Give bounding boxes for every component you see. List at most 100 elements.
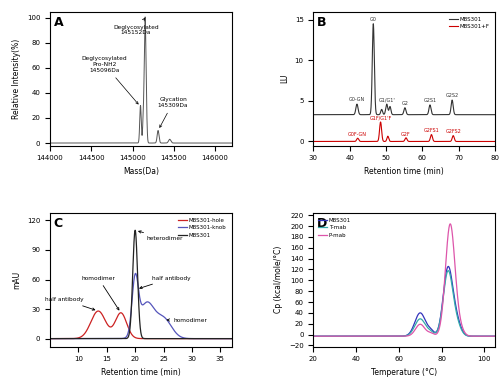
MBS301-hole: [47, 336, 53, 341]
P-mab: [310, 334, 316, 338]
MBS301: [460, 329, 466, 333]
MBS301: [228, 336, 234, 341]
Line: P-mab: P-mab: [314, 224, 495, 336]
Text: G0: G0: [370, 17, 376, 22]
P-mab: [447, 221, 453, 226]
MBS301-hole: [156, 336, 162, 341]
MBS301: [370, 22, 376, 26]
X-axis label: Mass(Da): Mass(Da): [123, 167, 159, 176]
P-mab: [446, 226, 452, 231]
MBS301-hole: [96, 309, 102, 313]
MBS301-knob: [47, 336, 53, 341]
MBS301+F: [320, 139, 326, 144]
Text: G0F-GN: G0F-GN: [348, 132, 367, 137]
MBS301: [116, 336, 122, 341]
MBS301-hole: [116, 311, 122, 316]
Legend: MBS301, T-mab, P-mab: MBS301, T-mab, P-mab: [316, 215, 354, 240]
P-mab: [460, 326, 466, 330]
MBS301: [492, 112, 498, 117]
T-mab: [446, 269, 452, 273]
Text: homodimer: homodimer: [167, 318, 207, 323]
Line: MBS301-knob: MBS301-knob: [50, 273, 232, 339]
MBS301: [446, 264, 452, 269]
P-mab: [492, 334, 498, 338]
Y-axis label: LU: LU: [280, 74, 289, 83]
T-mab: [380, 334, 386, 338]
Line: MBS301-hole: MBS301-hole: [50, 311, 232, 339]
MBS301+F: [426, 139, 432, 144]
Text: C: C: [54, 216, 63, 229]
MBS301: [310, 334, 316, 338]
Text: G2S1: G2S1: [424, 98, 436, 103]
P-mab: [344, 334, 349, 338]
MBS301: [320, 112, 326, 117]
MBS301: [426, 107, 432, 112]
MBS301-hole: [228, 336, 234, 341]
T-mab: [445, 268, 451, 273]
MBS301-knob: [228, 336, 234, 341]
MBS301-knob: [80, 336, 86, 341]
MBS301: [132, 228, 138, 233]
T-mab: [428, 329, 434, 333]
MBS301-hole: [165, 336, 171, 341]
Y-axis label: Relative Intensity(%): Relative Intensity(%): [12, 38, 21, 119]
MBS301: [446, 264, 452, 269]
Text: Deglycosylated
145152Da: Deglycosylated 145152Da: [113, 18, 158, 35]
Text: Glycation
145309Da: Glycation 145309Da: [158, 97, 188, 127]
MBS301: [47, 336, 53, 341]
Y-axis label: mAU: mAU: [12, 270, 22, 289]
T-mab: [344, 334, 349, 338]
MBS301: [492, 334, 498, 338]
MBS301-hole: [196, 336, 202, 341]
Text: homodimer: homodimer: [82, 276, 119, 310]
MBS301: [445, 112, 451, 117]
MBS301-hole: [182, 336, 188, 341]
MBS301+F: [378, 120, 384, 124]
T-mab: [460, 330, 466, 334]
MBS301-knob: [156, 311, 162, 316]
MBS301+F: [492, 139, 498, 144]
MBS301: [344, 334, 349, 338]
P-mab: [380, 334, 386, 338]
Line: MBS301: MBS301: [50, 230, 232, 339]
MBS301: [428, 327, 434, 331]
T-mab: [492, 334, 498, 338]
P-mab: [420, 323, 426, 328]
MBS301+F: [445, 139, 451, 144]
Text: G2F: G2F: [401, 132, 411, 137]
MBS301: [224, 336, 230, 341]
MBS301: [165, 336, 171, 341]
MBS301: [182, 336, 188, 341]
MBS301: [380, 334, 386, 338]
Text: G1/G1': G1/G1': [378, 97, 395, 102]
MBS301-hole: [80, 333, 86, 338]
X-axis label: Retention time (min): Retention time (min): [101, 368, 180, 377]
MBS301: [376, 112, 382, 117]
Legend: MBS301, MBS301+F: MBS301, MBS301+F: [447, 14, 492, 32]
Text: B: B: [317, 15, 326, 28]
MBS301+F: [376, 132, 382, 137]
Text: half antibody: half antibody: [140, 276, 191, 289]
MBS301: [196, 336, 202, 341]
MBS301-knob: [116, 336, 122, 341]
Text: Deglycosylated
Pro-NH2
145096Da: Deglycosylated Pro-NH2 145096Da: [82, 56, 138, 104]
Text: G2S2: G2S2: [446, 94, 458, 99]
MBS301-knob: [196, 336, 202, 341]
T-mab: [310, 334, 316, 338]
X-axis label: Retention time (min): Retention time (min): [364, 167, 444, 176]
MBS301-knob: [165, 319, 171, 324]
MBS301: [310, 112, 316, 117]
T-mab: [420, 318, 426, 322]
MBS301: [420, 312, 426, 317]
Text: A: A: [54, 15, 64, 28]
Text: D: D: [317, 216, 327, 229]
Line: MBS301+F: MBS301+F: [314, 122, 495, 141]
P-mab: [428, 330, 434, 335]
X-axis label: Temperature (°C): Temperature (°C): [371, 368, 437, 377]
Text: G2: G2: [402, 101, 408, 106]
MBS301: [454, 112, 460, 117]
Text: G1F/G1'F: G1F/G1'F: [370, 116, 392, 121]
MBS301+F: [418, 139, 424, 144]
Text: G2FS1: G2FS1: [424, 128, 440, 133]
Line: MBS301: MBS301: [314, 24, 495, 115]
